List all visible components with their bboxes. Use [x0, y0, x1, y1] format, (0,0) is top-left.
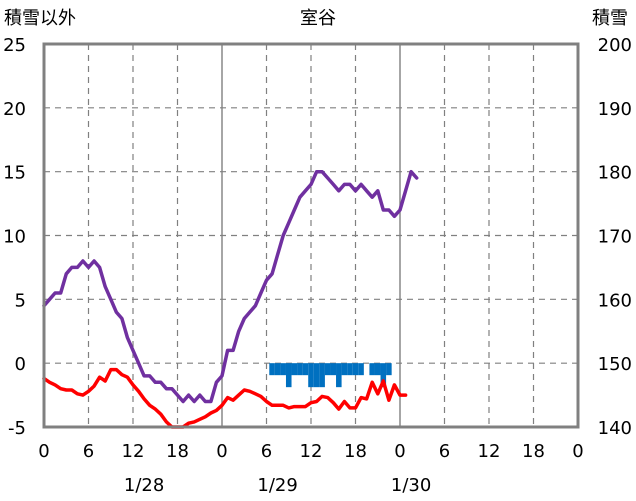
date-label: 1/28 [124, 475, 164, 496]
x-tick-label: 18 [166, 441, 189, 462]
y-left-tick-label: 10 [3, 227, 26, 248]
y-right-tick-label: 150 [598, 354, 632, 375]
precip-bar [347, 363, 353, 376]
x-tick-label: 18 [522, 441, 545, 462]
y-right-tick-label: 200 [598, 35, 632, 56]
y-right-tick-label: 190 [598, 99, 632, 120]
precip-bar [358, 363, 364, 376]
precip-bar [285, 363, 292, 388]
y-left-tick-label: 0 [15, 354, 26, 375]
precip-bar [369, 363, 375, 376]
precip-bar [291, 363, 298, 376]
left-axis-label: 積雪以外 [4, 8, 76, 29]
y-left-tick-label: 5 [15, 290, 26, 311]
temperature-line [42, 367, 408, 429]
x-tick-label: 6 [439, 441, 450, 462]
y-left-tick-label: 15 [3, 163, 26, 184]
series-lines [42, 169, 419, 429]
precip-bar [341, 363, 348, 376]
precip-bar [313, 363, 320, 388]
precip-bar [308, 363, 314, 388]
precip-bars [269, 363, 392, 388]
y-left-tick-label: 25 [3, 35, 26, 56]
precip-bar [302, 363, 309, 376]
x-tick-label: 0 [394, 441, 405, 462]
y-right-tick-label: 170 [598, 227, 632, 248]
precip-bar [280, 363, 286, 376]
precip-bar [324, 363, 331, 376]
x-tick-label: 0 [38, 441, 49, 462]
precip-bar [386, 363, 392, 376]
precip-bar [274, 363, 281, 376]
date-label: 1/29 [257, 475, 297, 496]
x-tick-label: 12 [122, 441, 145, 462]
precip-bar [269, 363, 275, 376]
precip-bar [336, 363, 342, 388]
x-tick-label: 0 [216, 441, 227, 462]
x-tick-label: 18 [344, 441, 367, 462]
precip-bar [319, 363, 325, 388]
x-tick-label: 0 [572, 441, 583, 462]
x-tick-label: 6 [83, 441, 94, 462]
right-axis-label: 積雪 [592, 8, 628, 29]
precip-bar [330, 363, 337, 376]
x-tick-label: 6 [261, 441, 272, 462]
chart-title: 室谷 [300, 8, 336, 29]
date-label: 1/30 [391, 475, 431, 496]
snow_depth-line [42, 169, 419, 404]
y-right-tick-label: 160 [598, 290, 632, 311]
precip-bar [297, 363, 303, 376]
y-right-tick-label: 140 [598, 418, 632, 439]
y-right-tick-label: 180 [598, 163, 632, 184]
plot-frame [42, 42, 580, 429]
precip-bar [380, 363, 387, 388]
x-tick-label: 12 [478, 441, 501, 462]
precip-bar [374, 363, 381, 376]
y-left-tick-label: 20 [3, 99, 26, 120]
x-tick-label: 12 [300, 441, 323, 462]
precip-bar [352, 363, 359, 376]
y-left-tick-label: -5 [8, 418, 26, 439]
